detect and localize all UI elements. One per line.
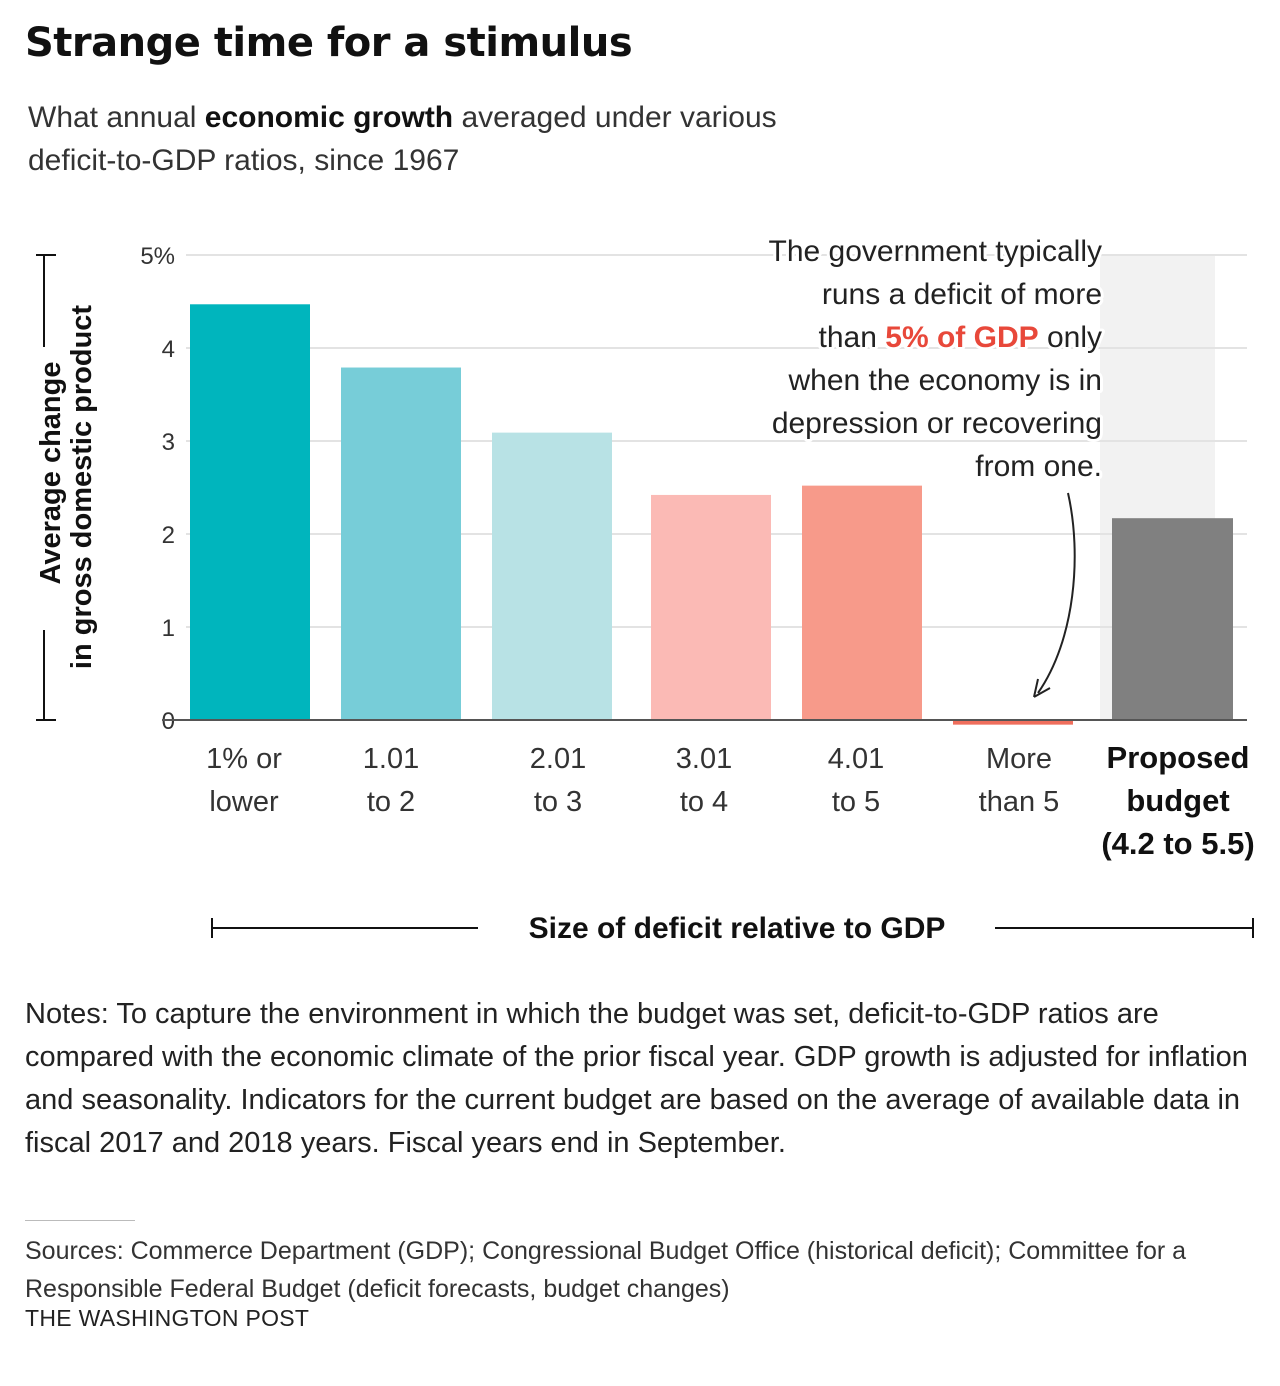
x-category-label: to 4 (680, 786, 728, 818)
annotation-line: runs a deficit of more (822, 278, 1102, 311)
annotation-arrow (1037, 492, 1076, 694)
bar (341, 367, 461, 720)
publisher-credit: THE WASHINGTON POST (25, 1305, 310, 1331)
notes-divider (25, 1220, 135, 1221)
x-category-label: 3.01 (676, 743, 732, 775)
subtitle-text-end: averaged under various deficit-to-GDP ra… (28, 101, 777, 177)
chart-notes: Notes: To capture the environment in whi… (25, 998, 1248, 1159)
y-tick-label: 2 (162, 522, 175, 549)
x-axis-title: Size of deficit relative to GDP (529, 912, 946, 945)
annotation-line: depression or recovering (772, 407, 1102, 440)
bar (802, 485, 922, 720)
x-category-label: to 2 (367, 786, 415, 818)
x-category-label: (4.2 to 5.5) (1101, 826, 1254, 861)
x-category-label: More (986, 743, 1052, 775)
y-axis-title: in gross domestic product (66, 305, 98, 669)
bar (1112, 518, 1233, 720)
annotation-line: when the economy is in (787, 364, 1102, 397)
annotation-line: from one. (975, 450, 1102, 483)
x-category-label: budget (1126, 783, 1229, 818)
y-axis-title: Average change (35, 362, 67, 585)
page-subtitle: What annual economic growth averaged und… (28, 96, 788, 182)
subtitle-text-start: What annual (28, 101, 205, 134)
x-category-label: to 3 (534, 786, 582, 818)
x-category-label: 2.01 (530, 743, 586, 775)
y-tick-label: 4 (162, 336, 175, 363)
bar (190, 304, 310, 720)
page-title: Strange time for a stimulus (25, 20, 633, 66)
y-tick-label: 5% (140, 243, 175, 270)
y-tick-label: 1 (162, 615, 175, 642)
x-category-label: than 5 (979, 786, 1060, 818)
annotation-line: The government typically (769, 235, 1103, 268)
y-tick-label: 3 (162, 429, 175, 456)
y-tick-label: 0 (162, 708, 175, 735)
bar (953, 720, 1073, 725)
bar (651, 494, 771, 720)
x-category-label: 1% or (206, 743, 282, 775)
bar (492, 432, 612, 720)
x-category-label: 1.01 (363, 743, 419, 775)
subtitle-emphasis: economic growth (204, 101, 454, 134)
x-category-label: lower (209, 786, 279, 818)
bar-chart: 0 1 2 3 4 5% 1% or lower 1.01 to 2 2.01 to 3 3.01 to … (35, 232, 1255, 945)
x-category-label: 4.01 (828, 743, 884, 775)
x-category-label: to 5 (832, 786, 880, 818)
annotation-line: than 5% of GDP only (819, 321, 1102, 354)
annotation-arrowhead (1033, 678, 1051, 698)
chart-sources: Sources: Commerce Department (GDP); Cong… (25, 1237, 1187, 1303)
x-category-label: Proposed (1107, 740, 1250, 775)
